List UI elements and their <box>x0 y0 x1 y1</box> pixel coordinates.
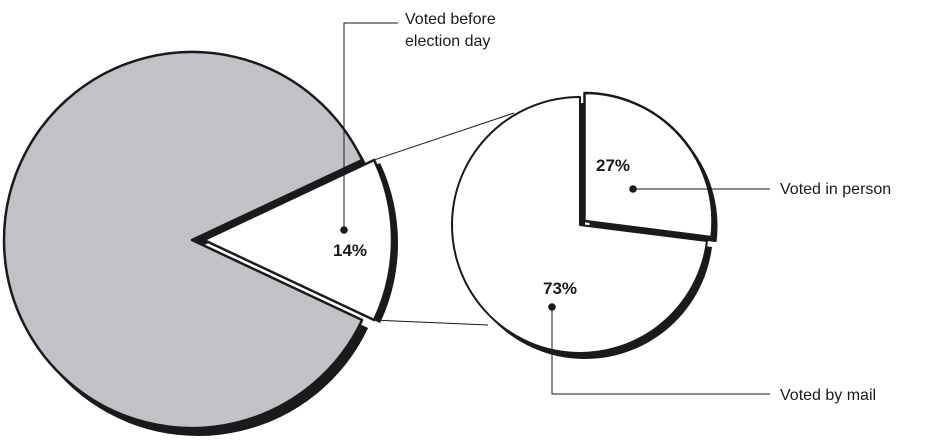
pie-slice-voted-in-person <box>583 91 714 239</box>
callout-layer <box>340 22 770 395</box>
callout-label-voted-by-mail: Voted by mail <box>780 387 876 404</box>
pie-slice-voted-before-election-day <box>202 158 394 322</box>
slice-value-label-in-person: 27% <box>596 156 630 175</box>
callout-label-voted-before-election-day: Voted before election day <box>405 11 500 50</box>
slice-value-label-by-mail: 73% <box>543 279 577 298</box>
slice-value-label-before-election-day: 14% <box>333 241 367 260</box>
leader-line-before-election-day <box>343 22 398 230</box>
pie-slice-voted-by-mail <box>451 96 708 354</box>
connector-line-bottom <box>374 319 489 326</box>
callout-label-line-1: Voted before <box>405 11 496 28</box>
pie-slice-other <box>2 50 364 430</box>
callout-label-voted-in-person: Voted in person <box>780 181 891 198</box>
slice-layer <box>2 50 714 430</box>
callout-label-line-2: election day <box>405 33 490 50</box>
leader-dot-in-person <box>629 185 637 193</box>
leader-line-by-mail <box>551 307 770 395</box>
connector-lines <box>373 112 515 326</box>
connector-line-top <box>373 112 515 161</box>
leader-dot-by-mail <box>548 303 556 311</box>
leader-dot-before-election-day <box>340 226 348 234</box>
